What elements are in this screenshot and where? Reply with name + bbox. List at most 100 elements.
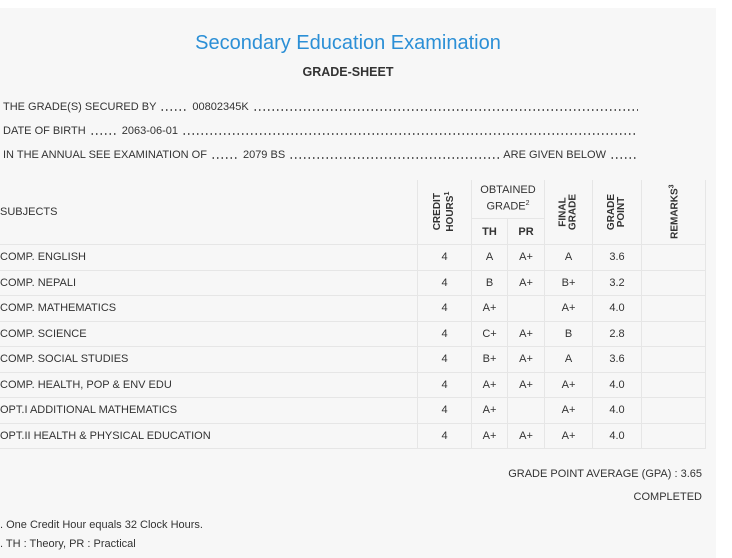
leader <box>182 126 638 136</box>
info-value: 2063-06-01 <box>121 125 178 137</box>
header-cell: REMARKS3 <box>642 180 706 245</box>
table-cell: B <box>472 270 508 296</box>
header-text: CREDIT HOURS1 <box>432 185 456 238</box>
table-cell: A+ <box>508 423 545 449</box>
cell-text: 4 <box>441 404 448 417</box>
table-cell: COMP. MATHEMATICS <box>0 296 418 322</box>
table-cell <box>642 423 706 449</box>
header-text: FINAL GRADE <box>557 189 579 236</box>
cell-text: B <box>564 327 573 340</box>
cell-text: 3.2 <box>609 276 625 289</box>
header-note: 2 <box>525 200 530 208</box>
table-cell: A <box>472 245 508 271</box>
table-cell: 3.6 <box>593 245 642 271</box>
cell-text: A+ <box>561 302 576 315</box>
table-cell: A+ <box>545 423 593 449</box>
table-cell: 2.8 <box>593 321 642 347</box>
cell-text: A+ <box>519 327 533 340</box>
table-cell: 4 <box>418 398 472 424</box>
header-cell: FINAL GRADE <box>545 180 593 245</box>
table-cell: 4 <box>418 372 472 398</box>
cell-text: A+ <box>519 378 533 391</box>
table-cell <box>642 296 706 322</box>
table-cell: A+ <box>472 423 508 449</box>
table-cell <box>642 245 706 271</box>
cell-text: 4.0 <box>609 302 625 315</box>
info-value: 00802345K <box>192 101 249 113</box>
table-cell: A+ <box>545 372 593 398</box>
table-cell: 4 <box>418 347 472 373</box>
cell-text: 4 <box>441 276 448 289</box>
table-cell: A+ <box>545 398 593 424</box>
cell-text: 4 <box>441 327 448 340</box>
header-cell: PR <box>508 219 545 245</box>
table-cell: A <box>545 245 593 271</box>
cell-text: A+ <box>519 429 533 442</box>
footnote: . TH : Theory, PR : Practical <box>0 538 136 550</box>
header-text: PR <box>518 225 534 238</box>
cell-text: 4.0 <box>609 378 625 391</box>
header-cell: SUBJECTS <box>0 180 418 245</box>
table-cell: A+ <box>508 372 545 398</box>
table-cell: COMP. SCIENCE <box>0 321 418 347</box>
info-label: DATE OF BIRTH <box>3 125 86 137</box>
cell-text: COMP. SOCIAL STUDIES <box>0 353 129 366</box>
info-line: IN THE ANNUAL SEE EXAMINATION OF 2079 BS A… <box>3 148 642 162</box>
header-text: OBTAINED GRADE2 <box>472 184 544 214</box>
table-cell <box>642 270 706 296</box>
table-cell: B+ <box>472 347 508 373</box>
cell-text: COMP. NEPALI <box>0 276 77 289</box>
cell-text: A+ <box>561 378 576 391</box>
leader <box>160 102 189 112</box>
table-cell: B+ <box>545 270 593 296</box>
table-cell: A+ <box>508 347 545 373</box>
table-cell: 3.6 <box>593 347 642 373</box>
cell-text: COMP. SCIENCE <box>0 327 87 340</box>
table-cell: A+ <box>472 296 508 322</box>
header-label: FINAL GRADE <box>557 193 579 231</box>
table-cell <box>508 398 545 424</box>
header-note: 1 <box>443 191 451 196</box>
table-cell <box>508 296 545 322</box>
table-cell: C+ <box>472 321 508 347</box>
table-cell <box>642 347 706 373</box>
cell-text: A+ <box>519 251 533 264</box>
cell-text: OPT.II HEALTH & PHYSICAL EDUCATION <box>0 429 211 442</box>
table-cell: 4 <box>418 270 472 296</box>
cell-text: 4 <box>441 353 448 366</box>
leader <box>252 102 638 112</box>
table-cell <box>642 372 706 398</box>
subtitle: GRADE-SHEET <box>302 65 394 79</box>
info-line: DATE OF BIRTH 2063-06-01 <box>3 124 642 138</box>
cell-text: A <box>485 251 494 264</box>
table-cell: COMP. SOCIAL STUDIES <box>0 347 418 373</box>
header-cell: CREDIT HOURS1 <box>418 180 472 245</box>
table-cell: 3.2 <box>593 270 642 296</box>
header-text: SUBJECTS <box>0 206 58 218</box>
header-label: REMARKS <box>669 188 681 240</box>
info-label: THE GRADE(S) SECURED BY <box>3 101 157 113</box>
cell-text: C+ <box>482 327 497 340</box>
table-cell: 4.0 <box>593 423 642 449</box>
cell-text: 4 <box>441 378 448 391</box>
table-cell: 4 <box>418 321 472 347</box>
cell-text: COMP. MATHEMATICS <box>0 302 117 315</box>
cell-text: A <box>564 353 573 366</box>
header-cell: OBTAINED GRADE2 <box>472 180 545 219</box>
cell-text: B+ <box>482 353 497 366</box>
info-label: IN THE ANNUAL SEE EXAMINATION OF <box>3 149 207 161</box>
panel <box>0 8 716 558</box>
cell-text: B <box>485 276 494 289</box>
info-suffix: ARE GIVEN BELOW <box>503 149 606 161</box>
table-cell: A+ <box>508 270 545 296</box>
cell-text: 2.8 <box>609 327 625 340</box>
table-cell <box>642 321 706 347</box>
table-cell: A+ <box>545 296 593 322</box>
table-cell: A+ <box>508 245 545 271</box>
cell-text: 3.6 <box>609 353 625 366</box>
cell-text: A+ <box>482 404 497 417</box>
cell-text: A+ <box>482 429 497 442</box>
cell-text: A+ <box>482 378 497 391</box>
table-cell: 4.0 <box>593 398 642 424</box>
